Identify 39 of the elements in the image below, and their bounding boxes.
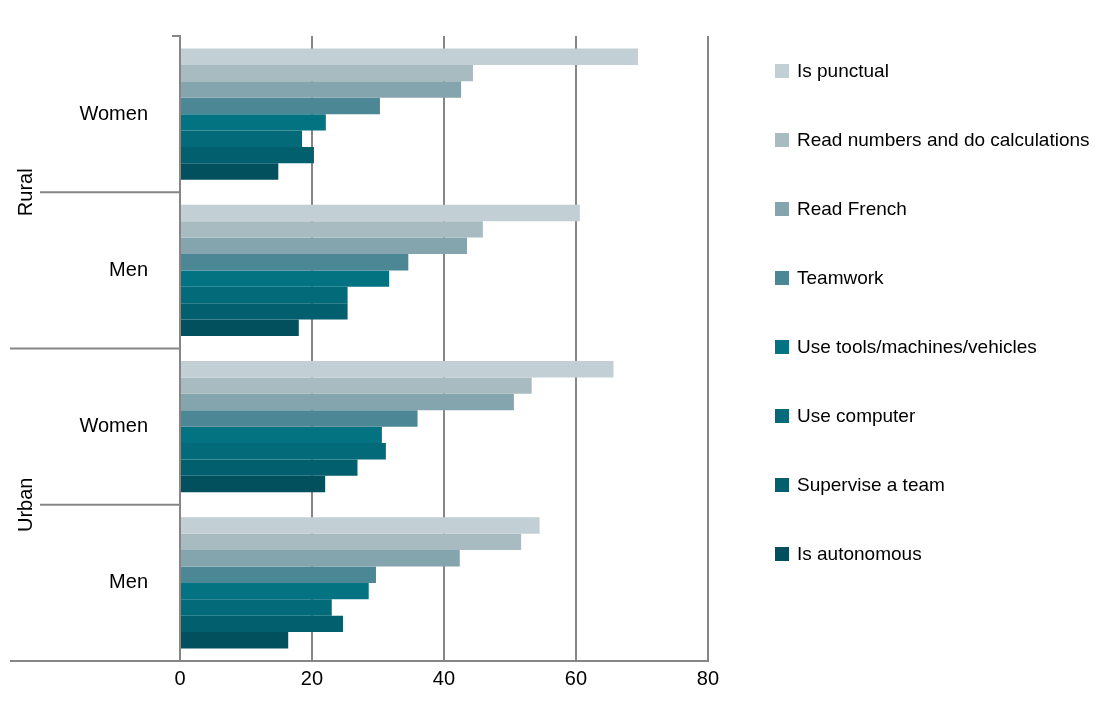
bar (181, 253, 409, 271)
y-tick-label: Men (109, 570, 148, 593)
bar (181, 221, 483, 238)
bar (181, 319, 299, 336)
bar (181, 377, 532, 394)
bar (181, 393, 514, 411)
y-tick-label: Women (79, 414, 148, 437)
legend-label: Read French (797, 197, 907, 221)
bar (181, 632, 289, 649)
x-tick-label: 20 (300, 666, 324, 689)
legend-label: Is autonomous (797, 542, 922, 566)
legend-label: Use tools/machines/vehicles (797, 335, 1037, 359)
bar (181, 517, 540, 534)
bar (181, 64, 473, 82)
x-tick-label: 60 (564, 666, 588, 689)
bar (181, 97, 380, 115)
legend-label: Is punctual (797, 59, 889, 83)
text: Urban (13, 477, 36, 532)
bar (181, 410, 418, 427)
bar (181, 475, 326, 493)
bar (181, 550, 460, 567)
legend-label: Use computer (797, 404, 916, 428)
x-tick-label: 0 (174, 666, 186, 689)
legend-label: Read numbers and do calculations (797, 128, 1090, 152)
bar (181, 237, 468, 254)
bar (181, 204, 580, 222)
bar (181, 163, 279, 180)
legend-label: Teamwork (797, 266, 884, 290)
bar (181, 48, 638, 65)
bar (181, 81, 462, 98)
bar (181, 533, 522, 551)
bar (181, 566, 376, 583)
x-tick-label: 80 (696, 666, 719, 689)
bar (181, 361, 614, 378)
x-tick-label: 40 (432, 666, 456, 689)
text: Rural (13, 168, 36, 217)
y-tick-label: Women (79, 101, 148, 124)
legend-label: Supervise a team (797, 473, 945, 497)
y-tick-label: Men (109, 257, 148, 280)
